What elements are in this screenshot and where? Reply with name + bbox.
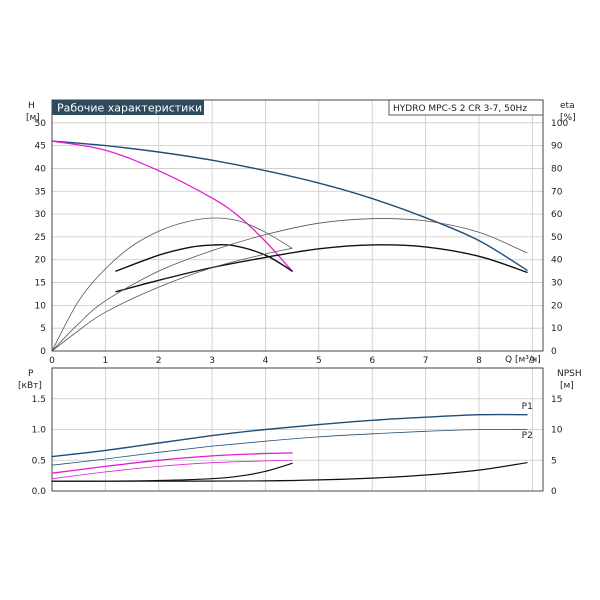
y-left-tick-label: 0 (40, 347, 46, 357)
y-left-label-top: H (28, 101, 35, 111)
grid-lines (52, 100, 543, 491)
y-left-tick-label: 35 (35, 187, 46, 197)
y-left-tick-label: 20 (35, 256, 47, 266)
y-left-tick-label: 40 (35, 164, 47, 174)
series-line-0-2 (115, 243, 293, 272)
y-right-tick-label: 100 (551, 119, 568, 129)
tick-labels: 0 1 2 3 4 5 6 7 8 9051015202530354045500102030405… (32, 119, 569, 497)
x-tick-label: 1 (103, 356, 109, 366)
y-left-tick-label: 30 (35, 210, 47, 220)
x-tick-label: 2 (156, 356, 162, 366)
y-right-unit-bottom: [м] (560, 381, 574, 391)
plot-frames (51, 99, 544, 492)
y-right-label-bottom: NPSH (557, 369, 582, 379)
y-left-label-bottom: P (28, 369, 34, 379)
series-line-1-5 (51, 462, 528, 482)
series-line-0-5 (51, 218, 528, 352)
curve-label-p2: P2 (522, 431, 533, 441)
y-left-tick-label: 1.5 (32, 395, 46, 405)
y-right-tick-label: 10 (551, 324, 563, 334)
y-right-tick-label: 0 (551, 347, 557, 357)
x-tick-label: 6 (369, 356, 375, 366)
y-left-tick-label: 1.0 (32, 426, 47, 436)
y-right-tick-label: 80 (551, 164, 563, 174)
y-right-tick-label: 5 (551, 456, 557, 466)
y-right-unit-top: [%] (560, 113, 576, 123)
x-tick-label: 7 (423, 356, 429, 366)
x-tick-label: 3 (209, 356, 215, 366)
model-label-box (388, 99, 544, 116)
y-right-tick-label: 30 (551, 279, 563, 289)
series-line-1-2 (51, 452, 293, 474)
plot-frame (51, 99, 544, 352)
y-left-tick-label: 45 (35, 142, 46, 152)
x-tick-label: 5 (316, 356, 322, 366)
y-left-tick-label: 10 (35, 301, 47, 311)
series-line-1-0 (51, 413, 528, 458)
x-tick-label: 8 (476, 356, 482, 366)
series-line-0-3 (51, 217, 293, 352)
x-tick-label: 0 (49, 356, 55, 366)
chart-title-background (52, 100, 204, 115)
y-left-tick-label: 0.5 (32, 456, 46, 466)
y-right-tick-label: 50 (551, 233, 563, 243)
y-right-tick-label: 20 (551, 301, 563, 311)
series-line-0-6 (51, 247, 293, 352)
y-right-tick-label: 0 (551, 487, 557, 497)
series-line-0-4 (115, 244, 528, 293)
x-tick-label: 9 (529, 356, 535, 366)
y-left-tick-label: 5 (40, 324, 46, 334)
y-right-tick-label: 70 (551, 187, 563, 197)
y-left-tick-label: 0.0 (32, 487, 47, 497)
y-left-unit-bottom: [кВт] (18, 381, 42, 391)
y-left-tick-label: 25 (35, 233, 46, 243)
x-tick-label: 4 (263, 356, 269, 366)
y-right-tick-label: 40 (551, 256, 563, 266)
plot-frame (51, 367, 544, 492)
y-right-label-top: eta (560, 101, 575, 111)
y-right-tick-label: 60 (551, 210, 563, 220)
x-axis-label: Q [м³/ч] (505, 355, 541, 365)
model-label: HYDRO MPC-S 2 CR 3-7, 50Hz (393, 104, 527, 114)
series-line-1-4 (51, 462, 293, 482)
series-lines (51, 140, 528, 482)
y-right-tick-label: 15 (551, 395, 562, 405)
y-right-tick-label: 90 (551, 142, 563, 152)
series-line-0-1 (51, 140, 293, 272)
chart-title: Рабочие характеристики (57, 102, 202, 115)
y-left-tick-label: 50 (35, 119, 47, 129)
y-right-tick-label: 10 (551, 426, 563, 436)
y-left-tick-label: 15 (35, 279, 46, 289)
series-line-1-1 (51, 428, 528, 466)
series-line-1-3 (51, 459, 293, 480)
curve-label-p1: P1 (522, 402, 533, 412)
y-left-unit-top: [м] (26, 113, 40, 123)
series-line-0-0 (51, 140, 528, 271)
